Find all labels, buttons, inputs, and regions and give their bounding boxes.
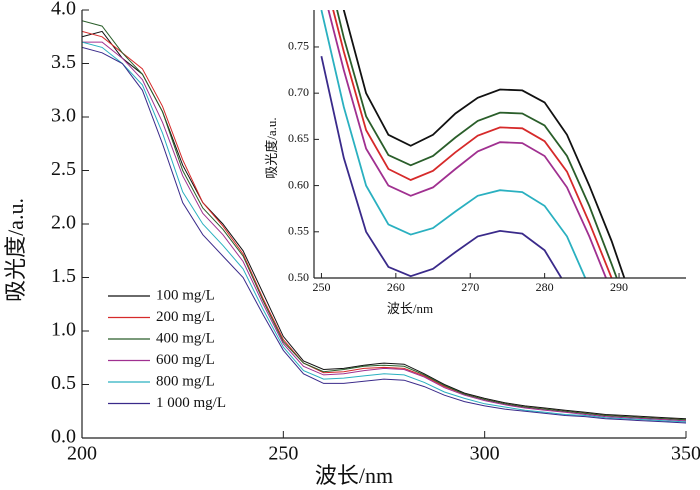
x-axis-label: 波长/nm <box>315 463 393 488</box>
x-tick-label: 280 <box>536 280 554 294</box>
x-tick-label: 200 <box>67 443 97 465</box>
x-tick-label: 250 <box>268 443 298 465</box>
legend-label: 800 mg/L <box>156 373 215 389</box>
lines <box>320 10 626 278</box>
series-line <box>332 10 613 278</box>
x-axis-label: 波长/nm <box>387 301 433 316</box>
x-tick-label: 260 <box>387 280 405 294</box>
series-line <box>327 10 607 278</box>
y-tick-label: 2.0 <box>51 212 76 234</box>
y-tick-label: 1.5 <box>51 265 76 287</box>
series-line <box>82 30 686 420</box>
series-line <box>320 10 587 278</box>
y-tick-label: 0.55 <box>288 224 309 238</box>
inset-plot: 250 260 270 280 290 0.50 0.55 0.60 0.65 0.70 0.75 波… <box>264 10 686 316</box>
y-tick-label: 0.70 <box>288 85 309 99</box>
y-tick-label: 0.5 <box>51 372 76 394</box>
series-line <box>82 41 686 423</box>
legend-label: 200 mg/L <box>156 309 215 325</box>
series-line <box>342 10 626 278</box>
x-tick-label: 270 <box>461 280 479 294</box>
series-line <box>336 10 618 278</box>
y-axis-label: 吸光度/a.u. <box>264 117 279 178</box>
y-tick-label: 4.0 <box>51 0 76 20</box>
x-tick-label: 300 <box>470 443 500 465</box>
legend-label: 100 mg/L <box>156 287 215 303</box>
x-tick-label: 350 <box>671 443 700 465</box>
y-tick-label: 3.5 <box>51 51 76 73</box>
y-tick-label: 2.5 <box>51 158 76 180</box>
y-tick-label: 0.60 <box>288 177 309 191</box>
legend: 100 mg/L 200 mg/L 400 mg/L 600 mg/L 800 mg/L… <box>108 287 226 411</box>
y-tick-label: 1.0 <box>51 319 76 341</box>
y-tick-label: 0.0 <box>51 426 76 448</box>
lines <box>82 20 686 424</box>
y-tick-label: 0.75 <box>288 39 309 53</box>
inset-background <box>314 10 686 278</box>
legend-label: 400 mg/L <box>156 330 215 346</box>
main-plot: 200 250 300 350 0.0 0.5 1.0 1.5 2.0 2.5 3.0 3.5 4.0 波… <box>3 0 700 488</box>
legend-label: 600 mg/L <box>156 352 215 368</box>
legend-label: 1 000 mg/L <box>156 395 226 411</box>
series-line <box>82 46 686 424</box>
y-tick-label: 0.65 <box>288 131 309 145</box>
series-line <box>82 20 686 421</box>
y-axis-label: 吸光度/a.u. <box>3 198 28 302</box>
x-tick-label: 250 <box>312 280 330 294</box>
y-tick-label: 3.0 <box>51 105 76 127</box>
y-tick-label: 0.50 <box>288 270 309 284</box>
x-tick-label: 290 <box>610 280 628 294</box>
series-line <box>320 56 563 278</box>
series-line <box>82 41 686 422</box>
